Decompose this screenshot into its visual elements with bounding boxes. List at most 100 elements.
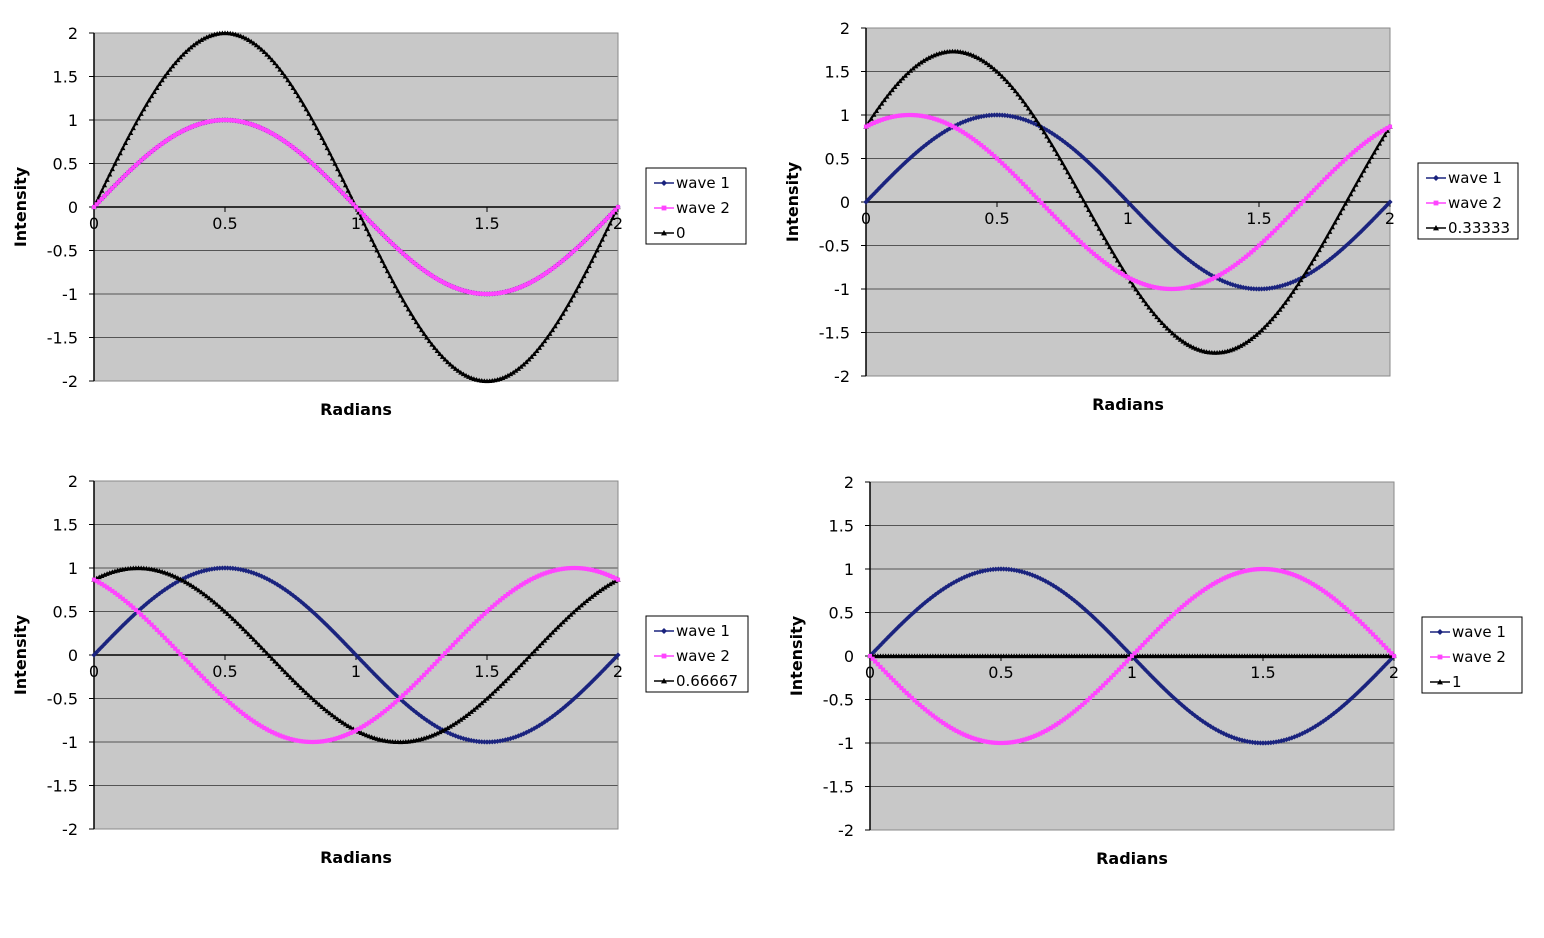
data-point: [1352, 614, 1357, 619]
data-point: [518, 284, 524, 289]
data-point: [1148, 308, 1155, 313]
data-point: [528, 651, 535, 657]
data-point: [201, 676, 207, 681]
data-point: [277, 136, 283, 141]
data-point: [1222, 269, 1228, 274]
data-point: [926, 55, 932, 60]
data-point: [272, 658, 278, 664]
data-point: [899, 685, 904, 691]
data-point: [201, 591, 207, 597]
y-axis-title: Intensity: [11, 166, 30, 247]
data-point: [97, 199, 102, 204]
data-point: [1374, 132, 1379, 137]
data-point: [1276, 568, 1281, 573]
data-point: [1114, 257, 1121, 263]
data-point: [322, 172, 327, 178]
data-point: [393, 700, 398, 705]
data-point: [971, 137, 976, 142]
data-point: [1154, 314, 1160, 320]
data-point: [1220, 271, 1225, 276]
data-point: [214, 602, 220, 607]
data-point: [152, 147, 157, 152]
data-point: [343, 733, 348, 738]
data-point: [1245, 285, 1252, 291]
data-point: [198, 568, 205, 575]
data-point: [419, 675, 424, 680]
data-point: [1386, 658, 1392, 665]
data-point: [998, 740, 1004, 746]
data-point: [1128, 276, 1133, 281]
x-tick-label: 0.5: [212, 214, 237, 233]
data-point: [359, 725, 364, 730]
data-point: [479, 614, 484, 619]
data-point: [869, 121, 874, 127]
data-point: [1194, 283, 1199, 288]
data-point: [547, 632, 553, 638]
data-point: [549, 327, 556, 333]
data-point: [230, 703, 235, 708]
data-point: [994, 68, 1000, 74]
data-point: [1188, 284, 1193, 289]
data-point: [1203, 586, 1208, 592]
data-point: [1361, 168, 1367, 173]
data-point: [1073, 183, 1079, 189]
data-point: [405, 306, 411, 312]
data-point: [968, 135, 973, 140]
data-point: [280, 137, 285, 143]
data-point: [178, 130, 183, 135]
data-point: [586, 263, 592, 269]
data-point: [298, 685, 304, 690]
data-point: [1075, 188, 1081, 194]
data-point: [876, 104, 882, 110]
data-point: [173, 646, 178, 651]
data-point: [1266, 285, 1273, 291]
x-tick-label: 0: [865, 663, 875, 682]
legend-label: wave 1: [676, 174, 730, 192]
data-point: [117, 150, 123, 156]
data-point: [1315, 585, 1321, 590]
series-markers: [863, 112, 1393, 292]
data-point: [607, 220, 613, 226]
data-point: [1120, 272, 1125, 277]
data-point: [1107, 244, 1113, 250]
data-point: [245, 631, 252, 637]
legend-marker: [1437, 679, 1443, 685]
data-point: [411, 683, 416, 688]
data-point: [1170, 286, 1175, 292]
data-point: [536, 643, 542, 648]
data-point: [1389, 651, 1394, 656]
data-point: [437, 729, 443, 735]
legend-marker: [661, 678, 667, 684]
data-point: [1245, 568, 1250, 573]
data-point: [902, 159, 908, 166]
legend: wave 1 wave 2 0.66667: [645, 615, 749, 693]
data-point: [327, 150, 333, 156]
data-point: [149, 622, 154, 627]
data-point: [190, 584, 197, 589]
data-point: [374, 247, 380, 253]
data-point: [579, 241, 584, 247]
data-point: [528, 354, 535, 359]
x-tick-labels: 0 0.5 1 1.5 2: [861, 209, 1395, 228]
data-point: [553, 568, 558, 573]
data-point: [1138, 213, 1144, 219]
data-point: [1135, 210, 1142, 216]
data-point: [1208, 583, 1213, 588]
legend-swatch: [1430, 654, 1450, 660]
data-point: [915, 700, 920, 705]
data-point: [903, 113, 908, 118]
data-point: [1143, 218, 1149, 224]
data-point: [986, 112, 992, 118]
data-point: [1313, 583, 1318, 588]
data-point: [416, 264, 421, 269]
data-point: [568, 297, 574, 303]
data-point: [133, 607, 138, 613]
data-point: [997, 71, 1003, 77]
data-point: [885, 634, 891, 640]
data-point: [495, 600, 500, 605]
data-point: [1018, 179, 1023, 184]
data-point: [1111, 634, 1117, 640]
data-point: [228, 118, 233, 123]
data-point: [602, 666, 608, 672]
data-point: [1371, 149, 1377, 155]
